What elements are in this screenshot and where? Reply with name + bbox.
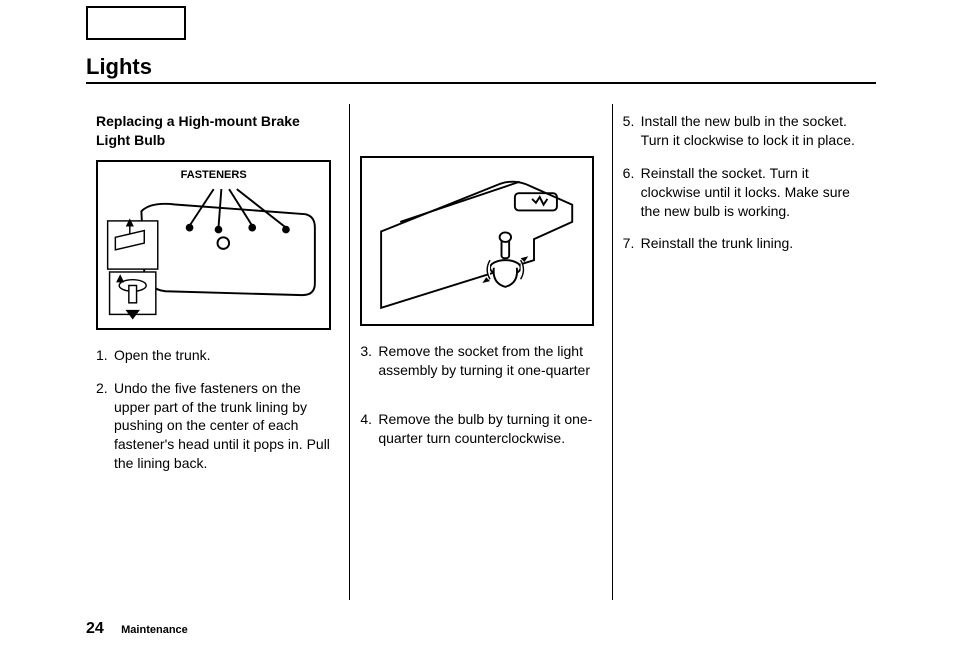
figure-socket [360,156,593,326]
section-name: Maintenance [121,624,188,636]
header-box [86,6,186,40]
column-2: 3. Remove the socket from the light asse… [349,104,612,600]
section-subhead: Replacing a High-mount Brake Light Bulb [96,112,331,150]
step-number: 2. [96,379,114,473]
step-text: Remove the socket from the light assembl… [378,342,593,380]
step-text: Remove the bulb by turning it one-quarte… [378,410,593,448]
step-number: 5. [623,112,641,150]
page-number: 24 [86,620,104,637]
step-number: 4. [360,410,378,448]
step-text: Install the new bulb in the socket. Turn… [641,112,858,150]
title-rule [86,82,876,84]
step-4: 4. Remove the bulb by turning it one-qua… [360,410,593,448]
step-number: 6. [623,164,641,221]
page-title: Lights [86,54,152,80]
step-number: 1. [96,346,114,365]
socket-illustration [362,158,591,324]
step-number: 3. [360,342,378,380]
step-7: 7. Reinstall the trunk lining. [623,234,858,253]
step-text: Reinstall the trunk lining. [641,234,858,253]
step-text: Undo the five fasteners on the upper par… [114,379,331,473]
column-3: 5. Install the new bulb in the socket. T… [613,104,876,600]
fasteners-illustration [98,162,329,328]
content-columns: Replacing a High-mount Brake Light Bulb … [86,104,876,600]
step-5: 5. Install the new bulb in the socket. T… [623,112,858,150]
step-text: Open the trunk. [114,346,331,365]
step-1: 1. Open the trunk. [96,346,331,365]
step-2: 2. Undo the five fasteners on the upper … [96,379,331,473]
step-text: Reinstall the socket. Turn it clockwise … [641,164,858,221]
step-number: 7. [623,234,641,253]
figure-label: FASTENERS [181,168,247,183]
page-footer: 24 Maintenance [86,620,188,638]
figure-fasteners: FASTENERS [96,160,331,330]
column-1: Replacing a High-mount Brake Light Bulb … [86,104,349,600]
step-6: 6. Reinstall the socket. Turn it clockwi… [623,164,858,221]
step-3: 3. Remove the socket from the light asse… [360,342,593,380]
